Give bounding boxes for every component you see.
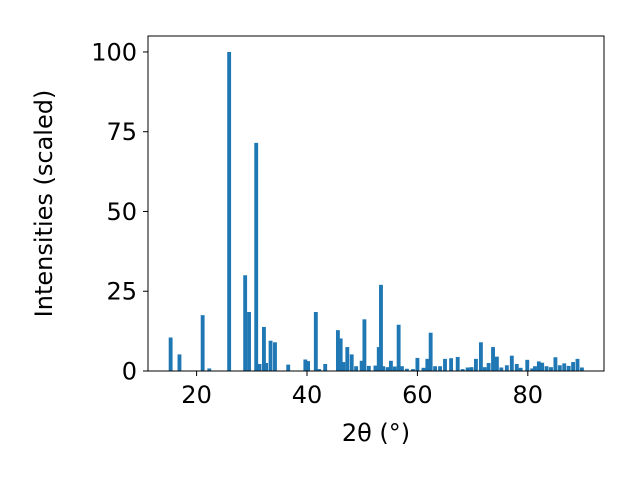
bar: [549, 367, 553, 371]
bar: [396, 324, 401, 371]
bar: [504, 365, 509, 371]
bar: [354, 366, 359, 371]
bar: [533, 366, 537, 371]
bar: [359, 360, 364, 371]
bar: [530, 368, 535, 371]
bar: [460, 369, 465, 371]
bar: [376, 347, 381, 371]
bar: [486, 363, 491, 371]
bar: [168, 337, 173, 371]
bar: [349, 354, 354, 371]
bar: [411, 369, 415, 371]
bar: [338, 338, 343, 371]
bar: [494, 356, 499, 371]
bar: [557, 365, 562, 371]
bar: [264, 363, 269, 371]
bar: [273, 342, 277, 371]
bar: [571, 362, 576, 371]
bar: [482, 367, 487, 371]
x-tick-label: 60: [402, 381, 433, 409]
bar: [562, 363, 567, 371]
bar: [317, 369, 322, 371]
bar: [553, 357, 558, 371]
bar: [421, 367, 426, 371]
bar: [473, 358, 478, 371]
bar: [335, 330, 340, 371]
bar: [254, 142, 259, 371]
x-axis-label: 2θ (°): [342, 419, 410, 447]
bar: [404, 368, 409, 371]
bar: [341, 362, 346, 371]
bar: [381, 366, 386, 371]
bar: [313, 311, 318, 371]
bar: [400, 366, 404, 371]
bar: [575, 358, 580, 371]
bar: [469, 367, 474, 371]
bar: [207, 368, 212, 371]
x-tick-label: 20: [181, 381, 212, 409]
bar: [345, 347, 350, 371]
bar: [257, 363, 262, 371]
bar: [579, 367, 584, 371]
bar: [373, 365, 378, 371]
bar: [268, 340, 273, 371]
bar: [544, 366, 549, 371]
y-tick-label: 100: [91, 38, 137, 66]
bar: [303, 359, 308, 371]
bar: [433, 366, 438, 371]
bar: [415, 357, 420, 371]
bar: [455, 356, 460, 371]
bar: [379, 284, 383, 371]
bar: [566, 365, 571, 371]
bar: [286, 364, 291, 371]
bar: [525, 359, 530, 371]
bar: [438, 366, 442, 371]
bar: [428, 332, 433, 371]
y-tick-label: 50: [106, 198, 137, 226]
bar: [362, 319, 367, 371]
y-axis-ticks: 0 25 50 75 100: [91, 38, 148, 386]
bar: [465, 367, 470, 371]
bar-series: [168, 51, 584, 371]
bar: [306, 361, 311, 371]
plot-background: [148, 36, 604, 371]
bar: [392, 366, 397, 371]
bar: [243, 275, 248, 371]
y-axis-label: Intensities (scaled): [30, 90, 58, 318]
bar: [540, 362, 545, 371]
bar: [323, 363, 328, 371]
y-tick-label: 75: [106, 118, 137, 146]
bar: [200, 315, 205, 371]
bar: [514, 363, 519, 371]
bar: [491, 347, 495, 371]
bar: [536, 361, 541, 371]
bar: [262, 326, 266, 371]
x-tick-label: 40: [292, 381, 323, 409]
plot-frame: [147, 35, 605, 372]
bar: [425, 358, 430, 371]
bar: [247, 311, 251, 371]
bar: [366, 365, 371, 371]
bar: [385, 367, 390, 371]
bar: [449, 358, 454, 371]
y-tick-label: 0: [122, 358, 137, 386]
bar: [518, 367, 523, 371]
bar: [499, 367, 504, 371]
bar: [177, 354, 182, 371]
y-tick-label: 25: [106, 278, 137, 306]
bar: [388, 360, 393, 371]
x-tick-label: 80: [513, 381, 544, 409]
bar: [227, 51, 232, 371]
x-axis-ticks: 20 40 60 80: [181, 371, 543, 409]
bar: [478, 342, 483, 371]
bar: [509, 355, 514, 371]
bar: [443, 358, 447, 371]
